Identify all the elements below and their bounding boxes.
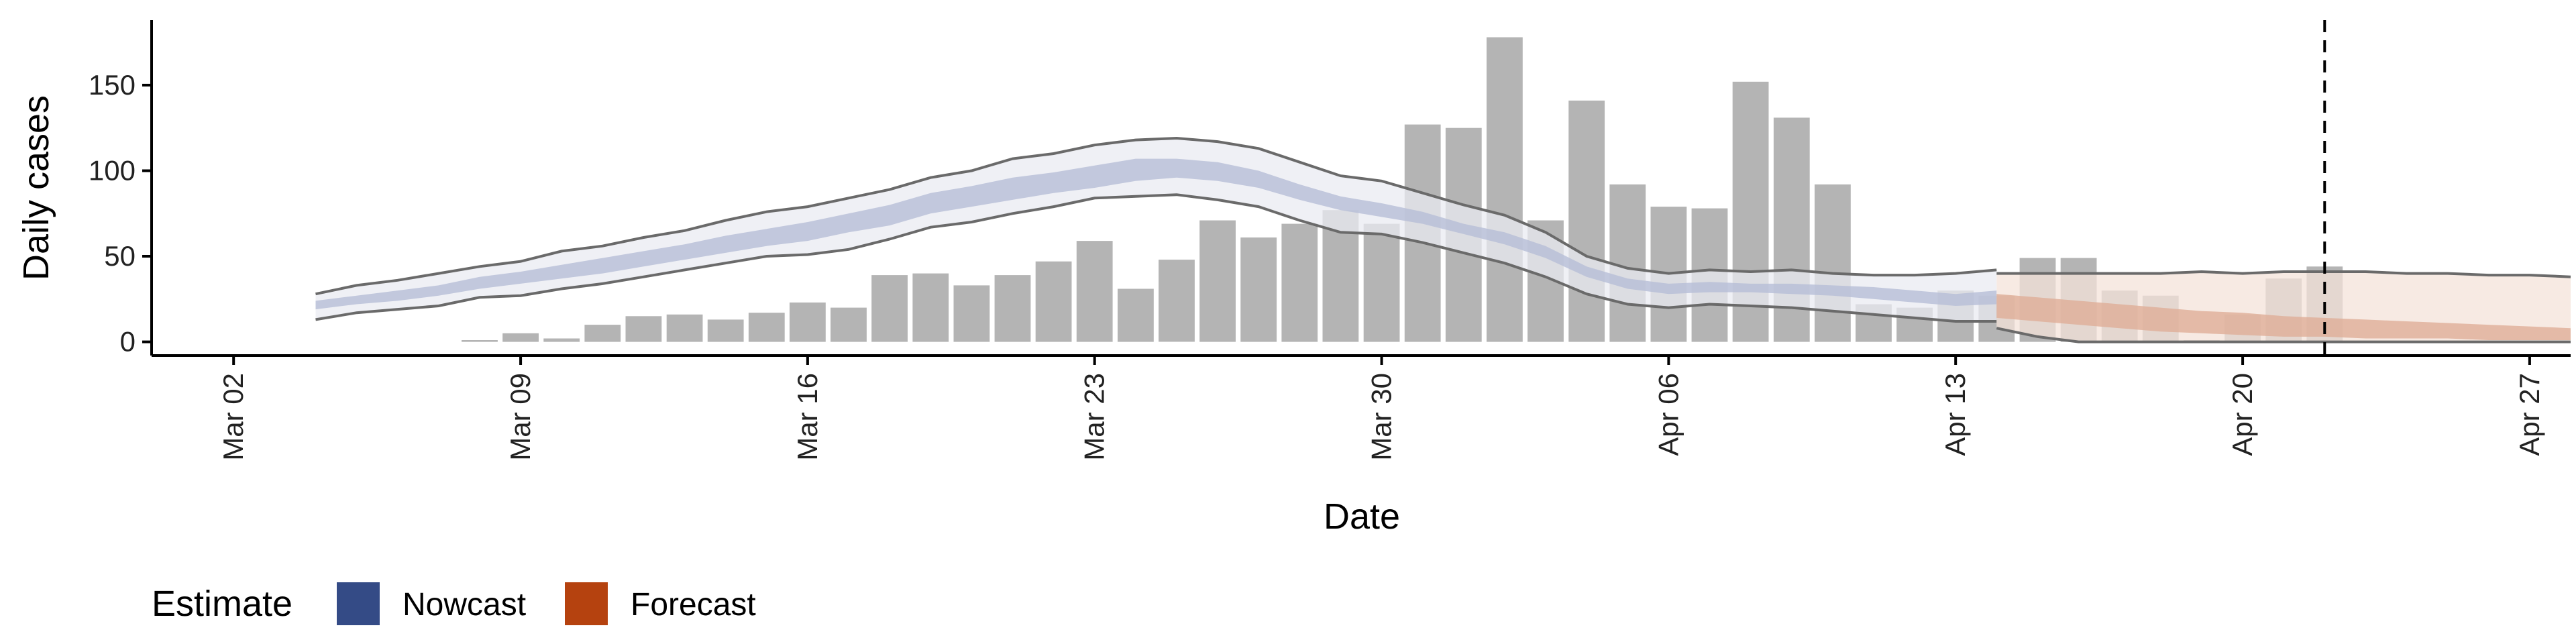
y-ticks: 0 50 100 150 [89,69,152,358]
forecast-lower-bound [1996,327,2571,343]
nowcast-band-50 [315,158,1997,310]
legend-swatch-forecast [565,582,608,625]
bar [912,273,949,342]
bar [790,302,826,342]
x-tick-label: Apr 27 [2514,373,2545,456]
legend-label-forecast: Forecast [631,587,756,623]
axes: 0 50 100 150 Mar 02 Mar 09 Mar 16 Mar 23 Mar 30… [89,20,2571,461]
bar [994,275,1031,342]
bar [584,325,621,342]
x-tick-label: Apr 13 [1939,373,1971,456]
bar [543,338,580,342]
bar [1487,37,1523,342]
bar [1118,288,1154,342]
bar [462,340,498,342]
bar [1568,100,1605,342]
y-tick-label: 50 [104,240,136,272]
x-tick-label: Apr 06 [1652,373,1684,456]
x-axis-title: Date [1324,496,1400,537]
bar [1240,237,1277,342]
bar [625,316,662,342]
bar [1035,261,1072,342]
nowcast-upper-bound [315,136,1997,296]
bar [953,285,990,342]
bar [1199,220,1236,342]
bar [502,333,539,342]
x-tick-label: Mar 02 [217,373,249,461]
nowcast-lower-bound [315,193,1997,323]
y-tick-label: 100 [89,155,136,186]
bar [666,314,703,342]
legend-swatch-nowcast [337,582,380,625]
forecast-ribbon [1996,270,2571,343]
x-tick-label: Mar 23 [1079,373,1110,461]
forecast-upper-bound [1996,270,2571,278]
y-tick-label: 150 [89,69,136,101]
x-tick-label: Apr 20 [2226,373,2258,456]
nowcast-ribbon [315,136,1997,323]
bar [748,313,785,342]
bar [1363,223,1400,342]
bar [871,275,908,342]
legend-title: Estimate [152,584,292,624]
plot-area [315,20,2571,356]
legend: Estimate Nowcast Forecast [152,582,756,625]
x-tick-label: Mar 30 [1366,373,1397,461]
bar [707,319,744,342]
bar [1281,223,1318,342]
bar [1609,184,1646,342]
x-tick-label: Mar 16 [792,373,823,461]
bar [1076,241,1113,342]
x-tick-label: Mar 09 [504,373,536,461]
nowcast-band-90 [315,138,1997,321]
forecast-band-50 [1996,294,2571,340]
y-axis-title: Daily cases [16,95,56,280]
bar [830,307,867,342]
legend-label-nowcast: Nowcast [402,587,526,623]
x-ticks: Mar 02 Mar 09 Mar 16 Mar 23 Mar 30 Apr 06 Apr … [217,356,2545,461]
bar [1815,184,1851,342]
bar [1159,260,1195,342]
y-tick-label: 0 [120,326,136,358]
